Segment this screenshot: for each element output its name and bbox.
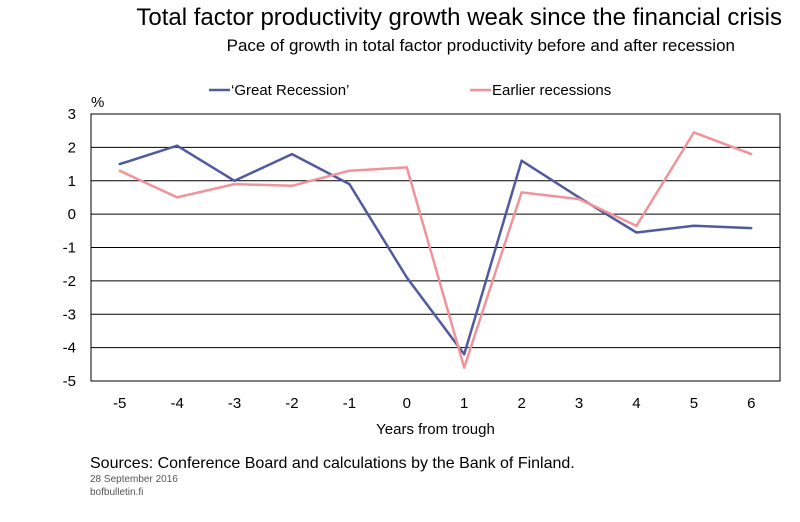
y-tick-label: -1 — [63, 240, 76, 257]
data-point — [118, 162, 121, 166]
series-line-1 — [119, 144, 752, 356]
data-point — [405, 166, 408, 169]
x-tick-label: 4 — [632, 395, 640, 412]
publication-date: 28 September 2016 — [90, 474, 178, 485]
x-tick-label: 0 — [403, 395, 411, 412]
legend-label-2: Earlier recessions — [492, 82, 611, 99]
data-point — [463, 366, 466, 369]
data-point — [405, 276, 408, 279]
data-point — [175, 196, 179, 199]
data-point — [692, 224, 696, 228]
x-tick-label: 1 — [460, 395, 468, 412]
site-name: bofbulletin.fi — [90, 487, 144, 498]
x-tick-label: -3 — [228, 395, 241, 412]
y-tick-label: 3 — [68, 106, 76, 123]
x-tick-label: 6 — [747, 395, 755, 412]
data-point — [750, 226, 753, 230]
legend: ‘Great Recession’ Earlier recessions — [209, 82, 611, 99]
x-axis-ticks: -5 -4 -3 -2 -1 0 1 2 3 4 5 6 — [113, 395, 755, 412]
y-tick-label: 1 — [68, 173, 76, 190]
y-tick-label: 0 — [68, 206, 76, 223]
data-point — [348, 182, 351, 186]
data-point — [463, 353, 466, 356]
y-axis-label: % — [91, 94, 104, 111]
y-tick-label: -2 — [63, 273, 76, 290]
data-point — [635, 224, 638, 228]
data-point — [233, 182, 236, 186]
data-point — [692, 131, 696, 134]
source-note: Sources: Conference Board and calculatio… — [90, 455, 575, 472]
x-tick-label: 2 — [517, 395, 525, 412]
data-point — [577, 197, 581, 201]
series-line-2 — [119, 131, 752, 369]
x-tick-label: -2 — [285, 395, 298, 412]
data-point — [750, 152, 753, 156]
x-tick-label: 5 — [690, 395, 698, 412]
y-tick-label: -4 — [63, 340, 76, 357]
y-tick-label: -3 — [63, 306, 76, 323]
data-point — [290, 152, 294, 156]
data-point — [635, 231, 638, 234]
series-lines — [118, 131, 753, 369]
x-tick-label: -1 — [343, 395, 356, 412]
data-point — [290, 184, 294, 187]
data-point — [118, 169, 121, 172]
y-tick-label: 2 — [68, 139, 76, 156]
chart-subtitle: Pace of growth in total factor productiv… — [226, 36, 735, 55]
data-point — [520, 191, 523, 194]
x-axis-label: Years from trough — [376, 421, 495, 438]
y-axis-ticks: 3 2 1 0 -1 -2 -3 -4 -5 — [63, 106, 76, 390]
chart-title: Total factor productivity growth weak si… — [136, 4, 782, 31]
data-point — [233, 179, 236, 182]
plot-frame — [90, 113, 781, 382]
data-point — [348, 169, 351, 172]
line-chart: ‘Great Recession’ Earlier recessions 3 2 1 0… — [63, 82, 781, 438]
x-tick-label: 3 — [575, 395, 583, 412]
y-tick-label: -5 — [63, 373, 76, 390]
data-point — [520, 159, 523, 162]
data-point — [175, 144, 179, 147]
legend-label-1: ‘Great Recession’ — [231, 82, 349, 99]
x-tick-label: -5 — [113, 395, 126, 412]
x-tick-label: -4 — [170, 395, 183, 412]
